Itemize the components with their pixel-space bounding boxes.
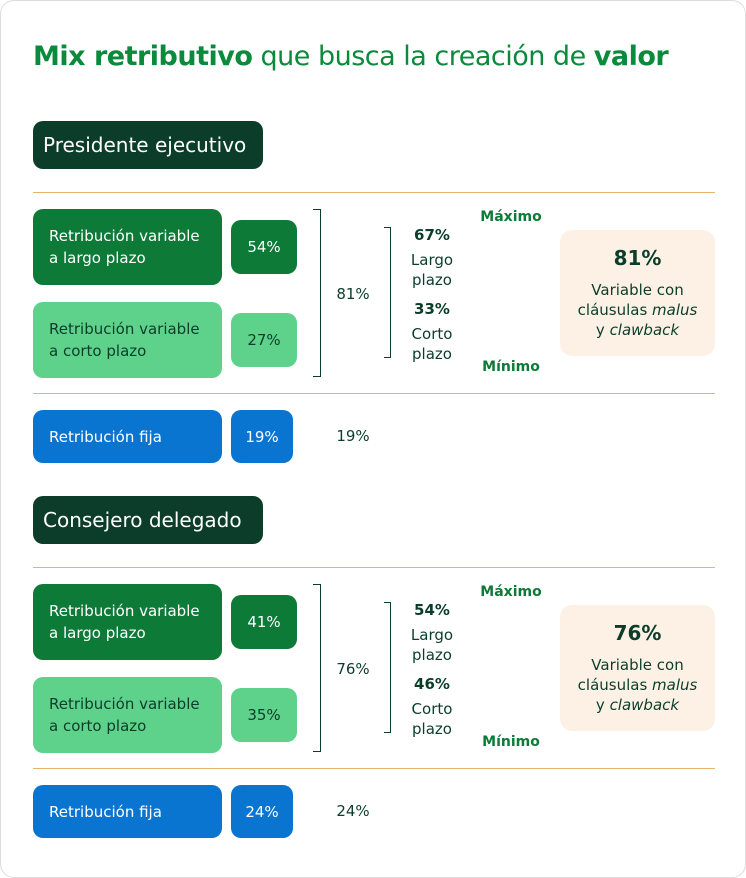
split-label: Largo plazo	[410, 251, 454, 289]
callout-italic: clawback	[609, 321, 680, 339]
callout-value: 81%	[613, 246, 662, 270]
callout-text: Variable con cláusulas	[577, 656, 684, 694]
callout-italic: malus	[652, 676, 698, 694]
title-bold: valor	[593, 41, 669, 72]
split-label: Corto plazo	[411, 700, 453, 738]
divider	[33, 393, 715, 394]
max-label: Máximo	[480, 584, 542, 600]
split-value: 46%	[414, 675, 450, 693]
divider	[33, 567, 715, 568]
divider	[33, 768, 715, 769]
bracket	[313, 209, 321, 377]
bracket	[384, 602, 391, 733]
item-value: 41%	[231, 595, 297, 649]
callout: 76% Variable con cláusulas malus y clawba…	[560, 605, 715, 731]
variable-total: 81%	[336, 285, 370, 303]
callout-value: 76%	[613, 621, 662, 645]
callout-text: Variable con cláusulas	[577, 281, 684, 319]
fixed-total: 19%	[336, 427, 370, 445]
min-label: Mínimo	[482, 359, 540, 375]
item-label: Retribución variable a corto plazo	[33, 677, 222, 753]
title-text: que busca la creación de	[260, 41, 587, 72]
title: Mix retributivo que busca la creación de…	[33, 41, 669, 72]
item-label: Retribución variable a corto plazo	[33, 302, 222, 378]
item-value: 35%	[231, 688, 297, 742]
callout: 81% Variable con cláusulas malus y clawba…	[560, 230, 715, 356]
callout-italic: clawback	[609, 696, 680, 714]
fixed-total: 24%	[336, 802, 370, 820]
fixed-value: 24%	[231, 785, 293, 838]
max-label: Máximo	[480, 209, 542, 225]
split-value: 54%	[414, 601, 450, 619]
item-value: 54%	[231, 220, 297, 274]
split-value: 67%	[414, 226, 450, 244]
split-label: Corto plazo	[411, 325, 453, 363]
item-value: 27%	[231, 313, 297, 367]
section-heading: Consejero delegado	[33, 496, 263, 544]
variable-total: 76%	[336, 660, 370, 678]
item-label: Retribución variable a largo plazo	[33, 209, 222, 285]
callout-text: y	[595, 321, 605, 339]
title-bold: Mix retributivo	[33, 41, 253, 72]
bracket	[313, 584, 321, 752]
fixed-value: 19%	[231, 410, 293, 463]
callout-italic: malus	[652, 301, 698, 319]
split-value: 33%	[414, 300, 450, 318]
callout-text: y	[595, 696, 605, 714]
fixed-label: Retribución fija	[33, 410, 222, 463]
divider	[33, 192, 715, 193]
section-heading: Presidente ejecutivo	[33, 121, 263, 169]
split-label: Largo plazo	[410, 626, 454, 664]
callout-text: Variable con cláusulas malus y clawback	[560, 280, 715, 340]
item-label: Retribución variable a largo plazo	[33, 584, 222, 660]
min-label: Mínimo	[482, 734, 540, 750]
callout-text: Variable con cláusulas malus y clawback	[560, 655, 715, 715]
fixed-label: Retribución fija	[33, 785, 222, 838]
bracket	[384, 227, 391, 358]
